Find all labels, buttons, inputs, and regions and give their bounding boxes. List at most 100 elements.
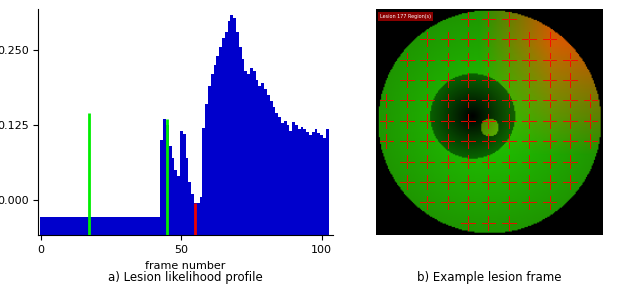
Bar — [284, 121, 287, 235]
Bar — [121, 218, 124, 235]
Bar — [110, 218, 113, 235]
Bar — [216, 56, 220, 235]
Bar — [278, 117, 281, 235]
Bar — [82, 218, 84, 235]
Bar — [256, 80, 259, 235]
Bar — [174, 170, 177, 235]
Bar — [74, 218, 76, 235]
Bar — [76, 218, 79, 235]
Bar — [132, 218, 135, 235]
Bar — [220, 47, 222, 235]
Bar — [161, 140, 163, 235]
Bar — [60, 218, 62, 235]
Bar — [56, 218, 60, 235]
Bar — [315, 129, 317, 235]
Bar — [191, 193, 194, 235]
Bar — [259, 86, 261, 235]
Bar — [309, 135, 312, 235]
Bar — [172, 158, 174, 235]
Bar — [129, 218, 132, 235]
Bar — [244, 71, 247, 235]
Bar — [48, 218, 51, 235]
Bar — [208, 86, 211, 235]
Bar — [124, 218, 127, 235]
Bar — [96, 218, 99, 235]
Bar — [281, 123, 284, 235]
Bar — [99, 218, 102, 235]
Bar — [214, 65, 216, 235]
Bar — [45, 218, 48, 235]
Bar — [180, 131, 183, 235]
Bar — [250, 68, 253, 235]
Bar — [247, 74, 250, 235]
Bar — [113, 218, 115, 235]
Bar — [149, 218, 152, 235]
Bar — [70, 218, 74, 235]
Text: Lesion 177 Region(s): Lesion 177 Region(s) — [380, 14, 431, 19]
Bar — [295, 125, 298, 235]
Bar — [273, 107, 275, 235]
Bar — [326, 129, 328, 235]
Bar — [289, 131, 292, 235]
Bar — [312, 132, 315, 235]
Bar — [43, 218, 45, 235]
Bar — [115, 218, 118, 235]
Bar — [68, 218, 70, 235]
Bar — [303, 129, 306, 235]
Bar — [242, 59, 244, 235]
Bar — [79, 218, 82, 235]
Bar — [236, 32, 239, 235]
Bar — [301, 127, 303, 235]
Text: a) Lesion likelihood profile: a) Lesion likelihood profile — [108, 271, 263, 284]
Bar — [211, 74, 214, 235]
Bar — [155, 218, 157, 235]
Bar — [230, 15, 233, 235]
Bar — [188, 182, 191, 235]
X-axis label: frame number: frame number — [145, 261, 226, 271]
Bar — [267, 95, 269, 235]
Bar — [306, 132, 309, 235]
Bar — [292, 122, 295, 235]
Bar — [287, 125, 289, 235]
Bar — [107, 218, 110, 235]
Bar — [40, 218, 43, 235]
Bar — [275, 113, 278, 235]
Bar — [127, 218, 129, 235]
Bar — [102, 218, 104, 235]
Bar — [197, 203, 200, 235]
Bar — [253, 71, 256, 235]
Bar — [51, 218, 54, 235]
Bar — [54, 218, 56, 235]
Bar — [141, 218, 143, 235]
Bar — [88, 218, 90, 235]
Bar — [143, 218, 147, 235]
Bar — [239, 47, 242, 235]
Bar — [233, 18, 236, 235]
Bar — [205, 104, 208, 235]
Bar — [264, 89, 267, 235]
Bar — [169, 146, 172, 235]
Bar — [166, 125, 169, 235]
Bar — [269, 101, 273, 235]
Bar — [323, 138, 326, 235]
Bar — [261, 83, 264, 235]
Bar — [104, 218, 107, 235]
Bar — [147, 218, 149, 235]
Bar — [138, 218, 141, 235]
Bar — [157, 218, 161, 235]
Text: b) Example lesion frame: b) Example lesion frame — [417, 271, 562, 284]
Bar — [62, 218, 65, 235]
Bar — [186, 158, 188, 235]
Bar — [222, 38, 225, 235]
Bar — [84, 218, 88, 235]
Bar — [135, 218, 138, 235]
Bar — [65, 218, 68, 235]
Bar — [152, 218, 155, 235]
Bar — [202, 128, 205, 235]
Bar — [177, 176, 180, 235]
Bar — [194, 203, 197, 235]
Bar — [298, 129, 301, 235]
Bar — [90, 218, 93, 235]
Bar — [320, 135, 323, 235]
Bar — [225, 32, 228, 235]
